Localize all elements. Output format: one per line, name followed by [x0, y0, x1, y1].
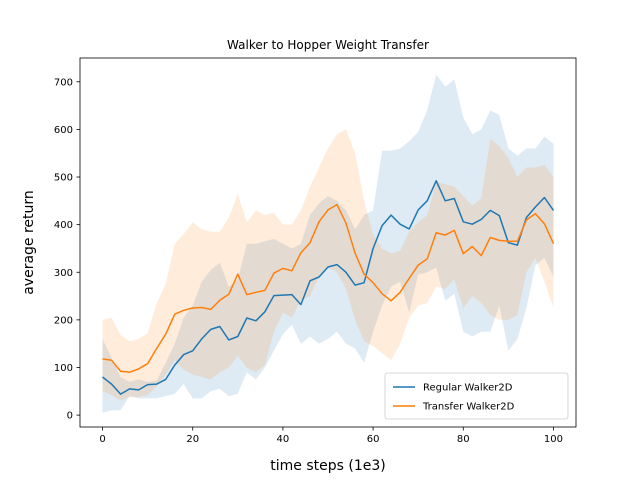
confidence-band-1 — [102, 129, 554, 401]
y-tick-label: 100 — [54, 363, 73, 374]
y-tick-label: 700 — [54, 77, 73, 88]
series-line-1 — [102, 203, 555, 373]
y-tick-label: 0 — [67, 411, 73, 422]
legend-label: Regular Walker2D — [423, 383, 513, 394]
legend-box — [384, 372, 569, 420]
legend-label: Transfer Walker2D — [422, 402, 515, 413]
x-tick-label: 0 — [99, 434, 105, 445]
x-tick-label: 100 — [544, 434, 563, 445]
series-line-0 — [102, 180, 555, 395]
chart-title: Walker to Hopper Weight Transfer — [227, 38, 429, 52]
y-axis-ticks: 0 100 200 300 400 500 600 700 — [54, 77, 80, 422]
y-tick-label: 300 — [54, 268, 73, 279]
y-tick-label: 400 — [54, 220, 73, 231]
x-tick-label: 40 — [277, 434, 290, 445]
y-tick-label: 600 — [54, 125, 73, 136]
x-tick-label: 60 — [367, 434, 380, 445]
x-tick-label: 80 — [457, 434, 470, 445]
y-tick-label: 200 — [54, 315, 73, 326]
x-axis-ticks: 0 20 40 60 80 100 — [99, 427, 563, 445]
legend: Regular Walker2D Transfer Walker2D — [384, 372, 569, 420]
series-lines — [102, 180, 555, 395]
x-axis-label: time steps (1e3) — [270, 458, 385, 474]
y-axis-label: average return — [21, 190, 37, 295]
y-tick-label: 500 — [54, 173, 73, 184]
x-tick-label: 20 — [186, 434, 199, 445]
plot-frame — [79, 57, 577, 428]
